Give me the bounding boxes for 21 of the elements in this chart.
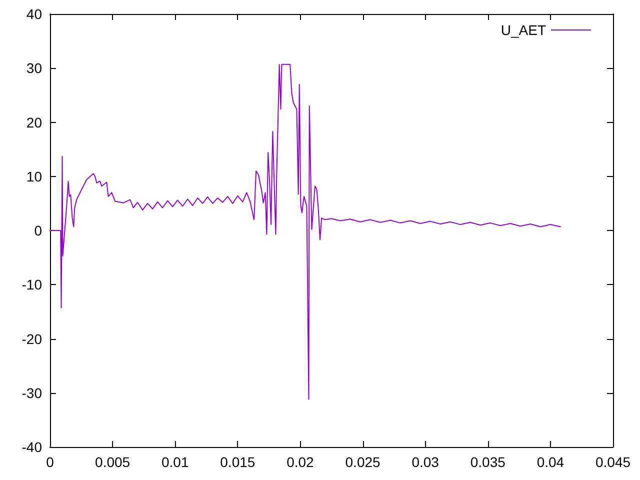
- x-tick-label: 0.005: [95, 454, 130, 470]
- x-tick-label: 0.025: [345, 454, 380, 470]
- legend-label: U_AET: [500, 22, 546, 38]
- y-tick-label: 30: [26, 60, 42, 76]
- y-tick-label: -20: [22, 330, 42, 347]
- x-tick-label: 0.045: [595, 454, 631, 470]
- x-tick-label: 0.01: [161, 454, 189, 470]
- line-series: [50, 64, 561, 400]
- x-tick-label: 0.035: [470, 454, 506, 470]
- y-tick-label: 20: [26, 114, 42, 130]
- y-tick-label: 0: [34, 222, 42, 238]
- x-tick-label: 0.02: [286, 454, 314, 470]
- y-tick-label: -10: [22, 276, 42, 293]
- y-tick-label: 10: [26, 168, 42, 184]
- x-tick-label: 0: [46, 454, 54, 470]
- y-tick-label: 40: [26, 6, 42, 22]
- x-tick-label: 0.03: [412, 454, 440, 470]
- x-tick-label: 0.015: [220, 454, 256, 470]
- x-tick-label: 0.04: [536, 454, 564, 470]
- y-tick-label: -40: [22, 439, 42, 455]
- y-tick-label: -30: [22, 384, 42, 401]
